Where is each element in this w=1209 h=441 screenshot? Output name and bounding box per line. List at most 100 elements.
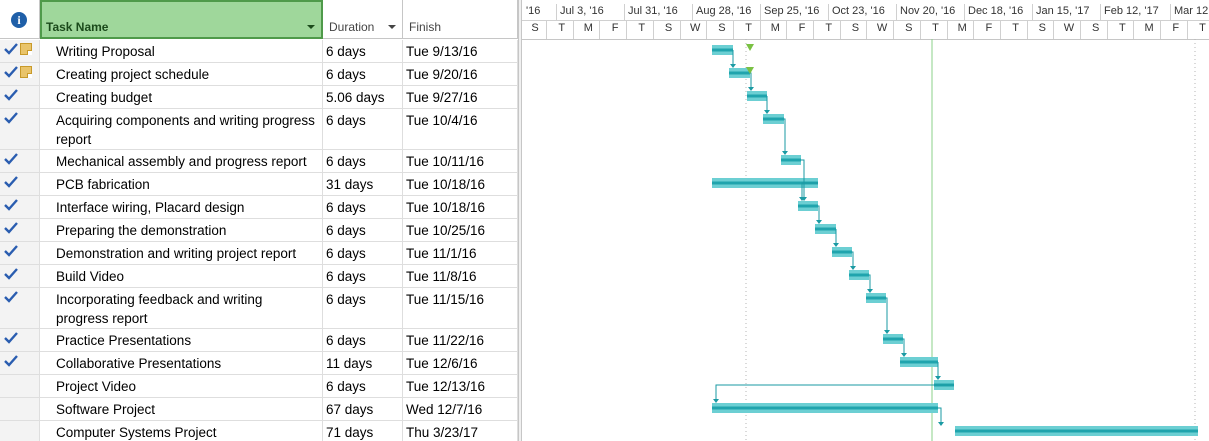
chevron-down-icon[interactable] [388, 25, 396, 29]
task-row[interactable]: Project Video 6 days Tue 12/13/16 [0, 375, 518, 398]
task-name-cell[interactable]: Writing Proposal [40, 40, 323, 62]
task-row[interactable]: Build Video 6 days Tue 11/8/16 [0, 265, 518, 288]
finish-cell[interactable]: Tue 12/6/16 [403, 352, 518, 374]
gantt-progress-bar[interactable] [832, 250, 852, 254]
timescale-divider [1170, 4, 1171, 20]
duration-header[interactable]: Duration [323, 0, 403, 39]
task-row[interactable]: Incorporating feedback and writing progr… [0, 288, 518, 329]
duration-cell[interactable]: 5.06 days [323, 86, 403, 108]
finish-header[interactable]: Finish [403, 0, 518, 39]
duration-cell[interactable]: 6 days [323, 329, 403, 351]
task-name-cell[interactable]: Acquiring components and writing progres… [40, 109, 323, 149]
task-name-cell[interactable]: Computer Systems Project [40, 421, 323, 441]
task-row[interactable]: Mechanical assembly and progress report 6… [0, 150, 518, 173]
task-name-cell[interactable]: Project Video [40, 375, 323, 397]
checkmark-icon [4, 89, 18, 101]
indicator-arrow-icon [746, 44, 754, 51]
gantt-progress-bar[interactable] [849, 273, 869, 277]
gantt-progress-bar[interactable] [883, 337, 903, 341]
finish-cell[interactable]: Wed 12/7/16 [403, 398, 518, 420]
task-row[interactable]: Preparing the demonstration 6 days Tue 10/… [0, 219, 518, 242]
task-name-cell[interactable]: Mechanical assembly and progress report [40, 150, 323, 172]
finish-cell[interactable]: Tue 11/1/16 [403, 242, 518, 264]
task-row[interactable]: Software Project 67 days Wed 12/7/16 [0, 398, 518, 421]
finish-cell[interactable]: Tue 12/13/16 [403, 375, 518, 397]
finish-cell[interactable]: Thu 3/23/17 [403, 421, 518, 441]
duration-cell[interactable]: 6 days [323, 375, 403, 397]
finish-cell[interactable]: Tue 9/27/16 [403, 86, 518, 108]
task-row[interactable]: Interface wiring, Placard design 6 days Tu… [0, 196, 518, 219]
gantt-progress-bar[interactable] [747, 94, 767, 98]
finish-cell[interactable]: Tue 11/8/16 [403, 265, 518, 287]
duration-cell[interactable]: 6 days [323, 196, 403, 218]
duration-cell[interactable]: 6 days [323, 219, 403, 241]
duration-cell[interactable]: 67 days [323, 398, 403, 420]
pane-splitter[interactable] [518, 0, 522, 441]
gantt-progress-bar[interactable] [798, 204, 818, 208]
duration-cell[interactable]: 6 days [323, 288, 403, 328]
note-icon[interactable] [20, 43, 32, 55]
task-name-cell[interactable]: Collaborative Presentations [40, 352, 323, 374]
finish-cell[interactable]: Tue 11/15/16 [403, 288, 518, 328]
duration-cell[interactable]: 6 days [323, 265, 403, 287]
task-row[interactable]: Demonstration and writing project report… [0, 242, 518, 265]
gantt-progress-bar[interactable] [729, 71, 750, 75]
task-row[interactable]: PCB fabrication 31 days Tue 10/18/16 [0, 173, 518, 196]
duration-cell[interactable]: 71 days [323, 421, 403, 441]
gantt-progress-bar[interactable] [712, 406, 938, 410]
task-name-cell[interactable]: Demonstration and writing project report [40, 242, 323, 264]
timescale-day-label: W [1063, 22, 1075, 34]
task-row[interactable]: Practice Presentations 6 days Tue 11/22/16 [0, 329, 518, 352]
gantt-progress-bar[interactable] [955, 429, 1198, 433]
timescale-day-label: T [558, 22, 566, 34]
gantt-progress-bar[interactable] [712, 48, 733, 52]
finish-cell[interactable]: Tue 9/20/16 [403, 63, 518, 85]
timescale-day-label: F [798, 22, 806, 34]
timescale-divider [1106, 20, 1108, 39]
gantt-progress-bar[interactable] [712, 181, 818, 185]
checkmark-icon [4, 291, 18, 303]
gantt-progress-bar[interactable] [866, 296, 886, 300]
finish-cell[interactable]: Tue 10/18/16 [403, 196, 518, 218]
timescale-label: '16 [526, 5, 541, 17]
task-row[interactable]: Creating project schedule 6 days Tue 9/20/… [0, 63, 518, 86]
link-arrowhead [816, 220, 822, 224]
finish-cell[interactable]: Tue 10/18/16 [403, 173, 518, 195]
chevron-down-icon[interactable] [307, 25, 315, 29]
task-name-cell[interactable]: PCB fabrication [40, 173, 323, 195]
finish-cell[interactable]: Tue 10/11/16 [403, 150, 518, 172]
finish-cell[interactable]: Tue 11/22/16 [403, 329, 518, 351]
finish-cell[interactable]: Tue 10/25/16 [403, 219, 518, 241]
task-name-cell[interactable]: Creating project schedule [40, 63, 323, 85]
note-icon[interactable] [20, 66, 32, 78]
task-row[interactable]: Computer Systems Project 71 days Thu 3/23/… [0, 421, 518, 441]
gantt-progress-bar[interactable] [815, 227, 836, 231]
task-row[interactable]: Acquiring components and writing progres… [0, 109, 518, 150]
task-row[interactable]: Collaborative Presentations 11 days Tue 12… [0, 352, 518, 375]
finish-cell[interactable]: Tue 10/4/16 [403, 109, 518, 149]
finish-cell[interactable]: Tue 9/13/16 [403, 40, 518, 62]
duration-cell[interactable]: 6 days [323, 109, 403, 149]
task-name-cell[interactable]: Preparing the demonstration [40, 219, 323, 241]
checkmark-icon [4, 268, 18, 280]
duration-cell[interactable]: 6 days [323, 63, 403, 85]
duration-cell[interactable]: 6 days [323, 40, 403, 62]
gantt-progress-bar[interactable] [763, 117, 784, 121]
task-name-cell[interactable]: Practice Presentations [40, 329, 323, 351]
task-name-cell[interactable]: Build Video [40, 265, 323, 287]
task-name-cell[interactable]: Incorporating feedback and writing progr… [40, 288, 323, 328]
task-name-header[interactable]: Task Name [40, 0, 323, 39]
indicators-header[interactable]: i [0, 0, 40, 39]
task-name-cell[interactable]: Creating budget [40, 86, 323, 108]
duration-cell[interactable]: 6 days [323, 242, 403, 264]
task-name-cell[interactable]: Software Project [40, 398, 323, 420]
gantt-progress-bar[interactable] [781, 158, 801, 162]
gantt-progress-bar[interactable] [900, 360, 938, 364]
duration-cell[interactable]: 31 days [323, 173, 403, 195]
task-row[interactable]: Writing Proposal 6 days Tue 9/13/16 [0, 40, 518, 63]
duration-cell[interactable]: 6 days [323, 150, 403, 172]
task-row[interactable]: Creating budget 5.06 days Tue 9/27/16 [0, 86, 518, 109]
task-name-cell[interactable]: Interface wiring, Placard design [40, 196, 323, 218]
link-arrowhead [713, 399, 719, 403]
duration-cell[interactable]: 11 days [323, 352, 403, 374]
